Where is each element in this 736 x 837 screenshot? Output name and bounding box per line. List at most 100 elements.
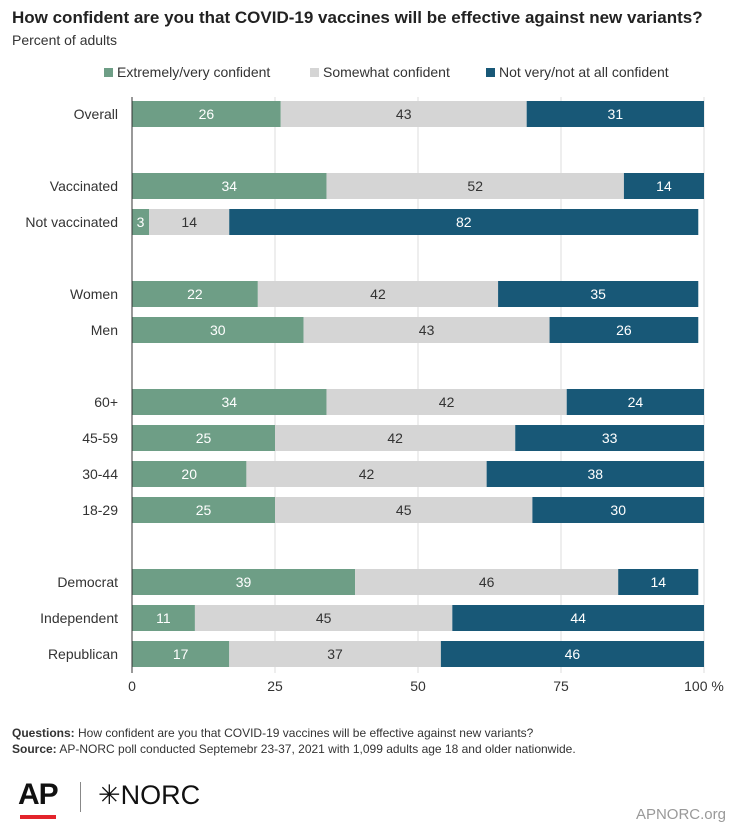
data-label: 30	[610, 502, 626, 518]
bar-segment	[229, 209, 699, 235]
category-label: 18-29	[82, 502, 118, 518]
legend-label-3: Not very/not at all confident	[499, 64, 669, 80]
bar-segment	[149, 209, 230, 235]
bar-segment	[194, 605, 453, 631]
legend-swatch-3	[486, 68, 495, 77]
bar-segment	[526, 101, 704, 127]
chart-title: How confident are you that COVID-19 vacc…	[12, 8, 703, 27]
category-label: Republican	[48, 646, 118, 662]
ap-logo: AP	[18, 778, 59, 811]
bar-segment	[452, 605, 704, 631]
x-tick-label: 100 %	[684, 678, 724, 694]
norc-star-icon: ✳	[98, 780, 121, 810]
data-label: 14	[650, 574, 666, 590]
category-label: Vaccinated	[50, 178, 118, 194]
x-tick-label: 0	[128, 678, 136, 694]
category-label: Democrat	[57, 574, 118, 590]
category-label: 30-44	[82, 466, 118, 482]
bar-segment	[257, 281, 499, 307]
data-label: 37	[327, 646, 343, 662]
data-label: 17	[173, 646, 189, 662]
data-label: 26	[199, 106, 215, 122]
data-label: 82	[456, 214, 472, 230]
data-label: 42	[370, 286, 386, 302]
bar-segment	[303, 317, 550, 343]
bar-segment	[515, 425, 704, 451]
bar-segment	[549, 317, 699, 343]
bar-segment	[623, 173, 704, 199]
bar-segment	[132, 173, 327, 199]
data-label: 34	[221, 178, 237, 194]
legend-swatch-2	[310, 68, 319, 77]
x-tick-label: 75	[553, 678, 569, 694]
data-label: 24	[628, 394, 644, 410]
x-tick-label: 25	[267, 678, 283, 694]
bar-segment	[486, 461, 704, 487]
data-label: 52	[467, 178, 483, 194]
category-label: Independent	[40, 610, 118, 626]
data-label: 31	[608, 106, 624, 122]
legend-label-1: Extremely/very confident	[117, 64, 270, 80]
data-label: 46	[565, 646, 581, 662]
bar-segment	[132, 569, 356, 595]
data-label: 3	[137, 214, 145, 230]
bar-segment	[132, 101, 281, 127]
data-label: 44	[570, 610, 586, 626]
bar-segment	[132, 389, 327, 415]
data-label: 45	[396, 502, 412, 518]
data-label: 42	[359, 466, 375, 482]
category-label: 60+	[94, 394, 118, 410]
bar-segment	[618, 569, 699, 595]
chart-subtitle: Percent of adults	[12, 32, 118, 48]
bar-segment	[280, 101, 527, 127]
x-tick-label: 50	[410, 678, 426, 694]
bar-segment	[132, 641, 230, 667]
bar-segment	[246, 461, 487, 487]
data-label: 26	[616, 322, 632, 338]
data-label: 34	[221, 394, 237, 410]
data-label: 11	[156, 610, 171, 626]
bar-segment	[132, 497, 275, 523]
bar-segment	[132, 425, 275, 451]
bar-segment	[440, 641, 704, 667]
logo-divider	[80, 782, 81, 812]
footer-notes: Questions: How confident are you that CO…	[12, 725, 576, 757]
category-label: Not vaccinated	[25, 214, 118, 230]
bar-segment	[132, 317, 304, 343]
bar-segment	[132, 209, 150, 235]
data-label: 46	[479, 574, 495, 590]
bar-segment	[498, 281, 699, 307]
bar-segment	[275, 497, 533, 523]
site-url[interactable]: APNORC.org	[635, 806, 726, 823]
data-label: 14	[656, 178, 672, 194]
data-label: 43	[419, 322, 435, 338]
legend-swatch-1	[104, 68, 113, 77]
bar-segment	[132, 281, 258, 307]
bar-segment	[132, 461, 247, 487]
bar-segment	[132, 605, 195, 631]
bar-segment	[229, 641, 441, 667]
data-label: 38	[588, 466, 604, 482]
data-label: 35	[590, 286, 606, 302]
data-label: 42	[387, 430, 403, 446]
data-label: 22	[187, 286, 203, 302]
data-label: 25	[196, 430, 212, 446]
legend-label-2: Somewhat confident	[323, 64, 450, 80]
bar-segment	[326, 173, 624, 199]
data-label: 20	[181, 466, 197, 482]
data-label: 43	[396, 106, 412, 122]
stacked-bar-chart: Extremely/very confident Somewhat confide…	[25, 64, 724, 694]
source-note: Source: AP-NORC poll conducted Septemebr…	[12, 742, 576, 756]
category-label: Women	[70, 286, 118, 302]
category-label: Men	[91, 322, 118, 338]
data-label: 30	[210, 322, 226, 338]
data-label: 25	[196, 502, 212, 518]
bar-segment	[275, 425, 516, 451]
data-label: 42	[439, 394, 455, 410]
data-label: 45	[316, 610, 332, 626]
category-label: 45-59	[82, 430, 118, 446]
data-label: 14	[181, 214, 197, 230]
data-label: 33	[602, 430, 618, 446]
category-label: Overall	[74, 106, 118, 122]
ap-logo-underline	[20, 815, 56, 819]
